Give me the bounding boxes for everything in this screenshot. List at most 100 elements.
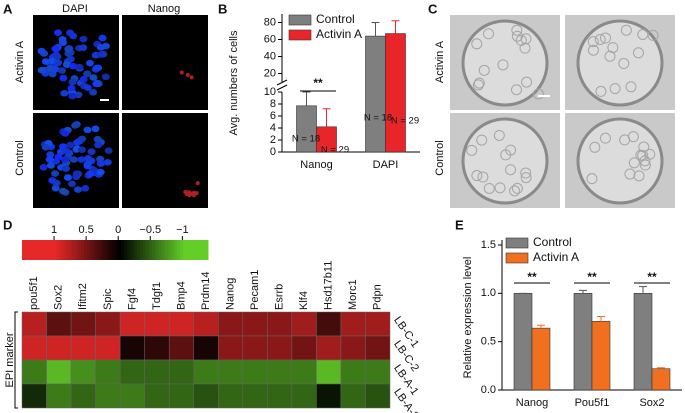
colorbar-segment <box>108 240 113 260</box>
colorbar-segment <box>161 240 166 260</box>
heatmap-cell <box>267 383 293 409</box>
colorbar-tick-label: −0.5 <box>139 224 161 236</box>
y-tick-label: 20 <box>264 67 276 79</box>
colorbar-segment <box>189 240 193 260</box>
panel-label: C <box>428 1 438 16</box>
y-tick-label: 8 <box>270 98 276 110</box>
heatmap-cell <box>291 359 317 385</box>
annotation: ** <box>647 270 657 284</box>
column-label: Prdm14 <box>200 271 212 310</box>
y-tick-label: 1.0 <box>481 287 496 299</box>
nucleus <box>64 45 73 53</box>
x-tick-label: Nanog <box>516 397 548 409</box>
nucleus <box>61 156 70 163</box>
nucleus <box>69 156 78 163</box>
colorbar-segment <box>139 240 144 260</box>
annotation: ** <box>587 270 597 284</box>
nucleus <box>83 126 92 134</box>
y-tick-label: 6 <box>270 110 276 122</box>
colorbar-segment <box>96 240 100 260</box>
heatmap-cell <box>218 383 244 409</box>
column-label: Sox2 <box>53 285 65 310</box>
cell <box>520 33 532 45</box>
heatmap-cell <box>340 359 366 385</box>
panel-label: A <box>3 1 13 16</box>
scale-bar <box>538 95 550 97</box>
cell <box>609 83 621 95</box>
nucleus <box>39 163 48 171</box>
nucleus <box>54 29 63 36</box>
colorbar-segment <box>68 240 73 260</box>
colorbar-segment <box>192 240 197 260</box>
heatmap-cell <box>119 311 145 337</box>
nucleus <box>48 177 57 184</box>
column-label: Bmp4 <box>175 281 187 310</box>
nucleus <box>86 170 95 178</box>
colorbar-tick-label: 0 <box>115 224 121 236</box>
colorbar-segment <box>90 240 94 260</box>
bar <box>531 327 551 391</box>
nucleus <box>62 147 71 155</box>
cell <box>587 44 599 56</box>
cell <box>600 32 612 44</box>
legend-swatch <box>505 237 529 249</box>
heatmap-cell <box>95 359 121 385</box>
cell <box>587 36 599 48</box>
heatmap-cell <box>95 335 121 361</box>
cell <box>515 34 527 46</box>
colorbar-segment <box>46 240 51 260</box>
heatmap-cell <box>218 311 244 337</box>
nucleus <box>67 84 76 92</box>
nucleus <box>59 74 68 82</box>
nucleus <box>51 170 60 177</box>
column-label: Tdgf1 <box>151 282 163 310</box>
colorbar-segment <box>62 240 66 260</box>
nucleus <box>37 66 46 74</box>
error-bar <box>597 316 605 322</box>
colorbar-segment <box>71 240 76 260</box>
y-tick-label: 60 <box>264 33 276 45</box>
cell <box>586 173 598 185</box>
nucleus <box>45 156 54 163</box>
nucleus <box>185 72 190 77</box>
cell <box>624 168 636 180</box>
nucleus <box>99 50 108 58</box>
colorbar-segment <box>34 240 38 260</box>
nucleus <box>104 147 113 154</box>
nucleus <box>51 184 60 192</box>
nucleus <box>79 35 88 43</box>
bar <box>651 368 671 391</box>
y-tick-label: 10 <box>264 86 276 98</box>
column-label: Spic <box>102 288 114 310</box>
cell <box>595 85 607 97</box>
colorbar-segment <box>74 240 79 260</box>
blastocyst <box>576 117 664 205</box>
heatmap-cell <box>267 311 293 337</box>
legend-swatch <box>288 29 312 41</box>
colorbar-segment <box>152 240 156 260</box>
colorbar-segment <box>149 240 153 260</box>
cell <box>471 38 483 50</box>
panel-label: E <box>455 217 464 232</box>
heatmap-cell <box>21 311 47 337</box>
error-bar <box>302 91 311 106</box>
heatmap-cell <box>168 335 194 361</box>
nucleus <box>186 190 191 195</box>
bar <box>385 33 406 153</box>
bar <box>296 105 317 153</box>
scale-bar <box>100 99 109 101</box>
heatmap-cell <box>340 335 366 361</box>
bar <box>633 293 653 391</box>
nucleus <box>71 122 80 129</box>
heatmap-cell <box>193 383 219 409</box>
y-tick-label: 0.5 <box>481 336 496 348</box>
heatmap-cell <box>242 311 268 337</box>
row-label: Activin A <box>14 40 26 83</box>
cell <box>625 81 637 93</box>
nucleus <box>96 168 105 176</box>
heatmap-cell <box>193 335 219 361</box>
cell <box>589 141 601 153</box>
colorbar-segment <box>121 240 125 260</box>
colorbar-segment <box>28 240 32 260</box>
colorbar-segment <box>43 240 48 260</box>
